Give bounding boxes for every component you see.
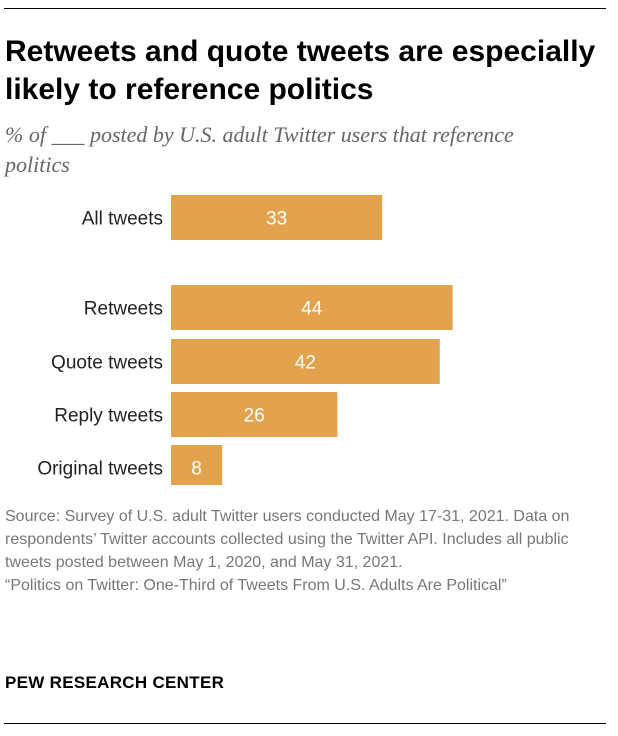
value-label: 8 <box>191 459 202 480</box>
organization-name: PEW RESEARCH CENTER <box>5 673 225 692</box>
chart-title: Retweets and quote tweets are especially… <box>5 35 596 106</box>
bar-retweets <box>171 285 453 330</box>
value-label: 44 <box>301 299 323 320</box>
bottom-rule <box>4 723 606 724</box>
bar-reply-tweets <box>171 392 338 437</box>
source-text: Source: Survey of U.S. adult Twitter use… <box>5 508 570 571</box>
bar-chart: All tweets 33 Retweets 44 Quote tweets 42 Repl… <box>37 195 453 485</box>
category-label: All tweets <box>82 209 163 230</box>
source-note: Source: Survey of U.S. adult Twitter use… <box>5 505 605 597</box>
report-title: “Politics on Twitter: One-Third of Tweet… <box>5 577 507 594</box>
category-label: Reply tweets <box>54 406 163 427</box>
category-label: Original tweets <box>37 459 163 480</box>
top-rule <box>4 8 606 9</box>
value-label: 33 <box>266 209 287 230</box>
value-label: 26 <box>244 406 265 427</box>
bar-quote-tweets <box>171 339 440 384</box>
category-label: Retweets <box>84 299 163 320</box>
chart-subtitle: % of ___ posted by U.S. adult Twitter us… <box>5 122 514 177</box>
bar-original-tweets <box>171 445 223 485</box>
value-label: 42 <box>295 353 316 374</box>
bar-all-tweets <box>171 195 383 240</box>
category-label: Quote tweets <box>51 353 163 374</box>
